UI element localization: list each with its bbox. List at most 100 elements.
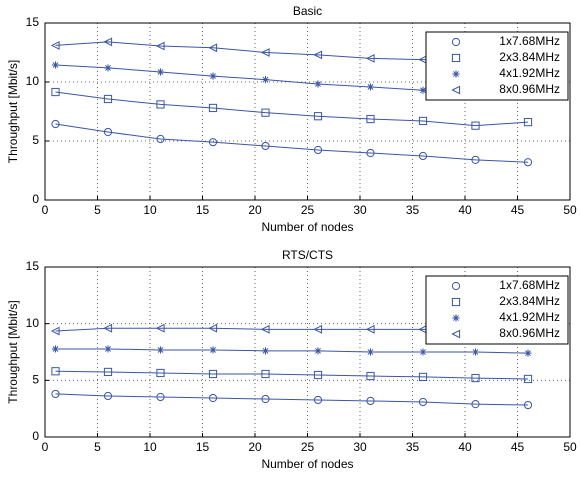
marker (156, 134, 165, 144)
marker (51, 119, 60, 129)
y-axis-label: Throughput [Mbit/s] (6, 300, 20, 403)
marker (451, 53, 461, 63)
marker (261, 76, 270, 84)
series-line (55, 370, 529, 380)
marker (208, 323, 218, 333)
legend-box (425, 275, 569, 345)
x-tick-label: 5 (94, 203, 101, 217)
y-axis-label: Throughput [Mbit/s] (6, 60, 20, 163)
marker (261, 347, 270, 355)
marker (103, 127, 113, 137)
marker (103, 94, 113, 104)
marker (418, 397, 428, 407)
marker (261, 369, 270, 379)
marker (51, 345, 60, 353)
x-tick-label: 30 (353, 440, 367, 454)
x-tick-label: 10 (143, 440, 157, 454)
marker (451, 281, 461, 291)
x-tick-label: 45 (511, 203, 525, 217)
marker (365, 53, 375, 63)
marker (103, 323, 113, 333)
y-tick-label: 10 (26, 74, 40, 88)
marker (156, 392, 165, 402)
x-tick-label: 45 (511, 440, 525, 454)
x-tick-label: 0 (42, 440, 49, 454)
marker (366, 396, 375, 406)
marker (155, 41, 165, 51)
x-axis-label: Number of nodes (261, 220, 353, 234)
x-tick-label: 25 (301, 203, 315, 217)
x-tick-label: 40 (458, 440, 472, 454)
legend-label: 2x3.84MHz (499, 294, 560, 308)
marker (471, 348, 480, 356)
plot-title: Basic (293, 4, 322, 18)
marker (523, 158, 533, 167)
marker (103, 367, 113, 377)
axes-box (44, 22, 571, 201)
marker (523, 374, 533, 384)
marker (418, 116, 428, 126)
plot-title: RTS/CTS (282, 248, 333, 262)
y-tick-label: 5 (32, 373, 39, 387)
x-tick-label: 40 (458, 203, 472, 217)
x-tick-label: 20 (248, 203, 262, 217)
x-tick-label: 15 (196, 440, 210, 454)
x-tick-label: 10 (143, 203, 157, 217)
legend-label: 8x0.96MHz (499, 82, 560, 96)
x-tick-label: 5 (94, 440, 101, 454)
axes-box (44, 266, 571, 438)
marker (471, 400, 480, 409)
marker (156, 346, 165, 354)
legend-label: 2x3.84MHz (499, 50, 560, 64)
marker (208, 43, 218, 53)
legend-label: 1x7.68MHz (499, 278, 560, 292)
series-line (55, 348, 529, 354)
marker (209, 72, 217, 80)
y-tick-label: 15 (26, 15, 40, 29)
marker (418, 372, 428, 382)
marker (261, 394, 270, 404)
marker (209, 346, 217, 354)
x-tick-label: 15 (196, 203, 210, 217)
marker (366, 114, 375, 124)
marker (104, 64, 112, 72)
legend-box (425, 31, 569, 101)
marker (451, 37, 461, 47)
y-tick-label: 15 (26, 259, 40, 273)
marker (51, 61, 60, 69)
marker (208, 103, 218, 113)
marker (366, 83, 375, 91)
series-line (55, 91, 529, 127)
marker (50, 326, 60, 336)
series-line (55, 393, 529, 406)
marker (313, 50, 323, 60)
legend-label: 1x7.68MHz (499, 34, 560, 48)
marker (419, 86, 427, 94)
marker (313, 145, 323, 155)
marker (524, 349, 532, 357)
marker (452, 314, 460, 322)
x-tick-label: 50 (563, 440, 577, 454)
marker (452, 70, 460, 78)
marker (50, 41, 60, 50)
x-tick-label: 35 (406, 440, 420, 454)
marker (451, 85, 461, 95)
marker (523, 400, 533, 410)
marker (314, 80, 322, 88)
marker (51, 367, 60, 376)
marker (366, 348, 375, 356)
y-tick-label: 10 (26, 316, 40, 330)
marker (523, 118, 533, 127)
marker (451, 329, 461, 339)
marker (261, 108, 270, 117)
marker (103, 37, 113, 47)
marker (313, 370, 323, 380)
x-tick-label: 25 (301, 440, 315, 454)
legend-label: 4x1.92MHz (499, 66, 560, 80)
marker (51, 87, 60, 97)
marker (104, 345, 112, 353)
marker (314, 347, 322, 355)
marker (260, 48, 270, 57)
